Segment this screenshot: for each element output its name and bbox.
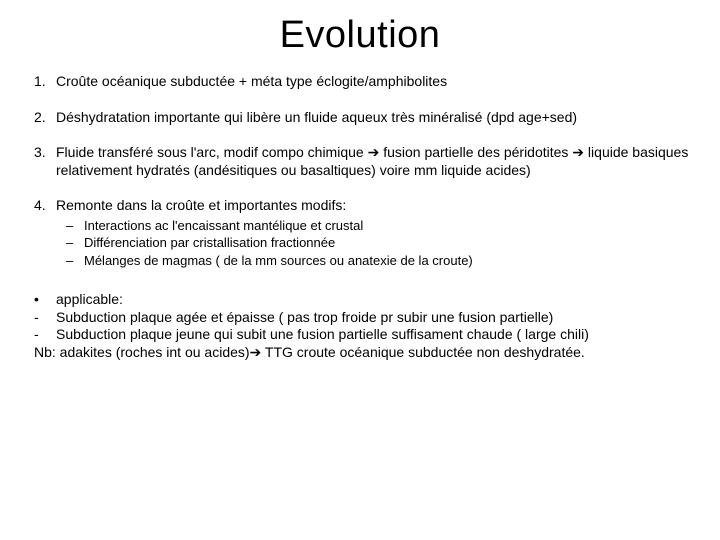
item-number: 3.	[34, 144, 46, 162]
item-number: 4.	[34, 197, 46, 215]
sub-item: Mélanges de magmas ( de la mm sources ou…	[84, 252, 692, 270]
bullet-text: Subduction plaque jeune qui subit une fu…	[56, 326, 589, 342]
item-text: Croûte océanique subductée + méta type é…	[56, 73, 447, 89]
bullet-item: - Subduction plaque agée et épaisse ( pa…	[56, 309, 692, 327]
item-text: Fluide transféré sous l'arc, modif compo…	[56, 144, 688, 178]
bullet-item: - Subduction plaque jeune qui subit une …	[56, 326, 692, 344]
page-title: Evolution	[28, 14, 692, 57]
item-number: 1.	[34, 73, 46, 91]
sub-list: Interactions ac l'encaissant mantélique …	[56, 217, 692, 270]
bullet-text: Subduction plaque agée et épaisse ( pas …	[56, 309, 553, 325]
item-text: Déshydratation importante qui libère un …	[56, 109, 577, 125]
sub-item: Interactions ac l'encaissant mantélique …	[84, 217, 692, 235]
bullet-marker: -	[34, 326, 39, 344]
bullet-marker: -	[34, 309, 39, 327]
list-item: 2. Déshydratation importante qui libère …	[56, 109, 692, 127]
note-line: Nb: adakites (roches int ou acides)➔ TTG…	[28, 344, 692, 362]
item-text: Remonte dans la croûte et importantes mo…	[56, 197, 346, 213]
bullet-marker: •	[34, 291, 39, 309]
sub-item: Différenciation par cristallisation frac…	[84, 234, 692, 252]
item-number: 2.	[34, 109, 46, 127]
bullet-text: applicable:	[56, 291, 123, 307]
numbered-list: 1. Croûte océanique subductée + méta typ…	[28, 73, 692, 269]
bullet-list: • applicable: - Subduction plaque agée e…	[28, 291, 692, 344]
list-item: 4. Remonte dans la croûte et importantes…	[56, 197, 692, 269]
bullet-item: • applicable:	[56, 291, 692, 309]
list-item: 3. Fluide transféré sous l'arc, modif co…	[56, 144, 692, 179]
list-item: 1. Croûte océanique subductée + méta typ…	[56, 73, 692, 91]
